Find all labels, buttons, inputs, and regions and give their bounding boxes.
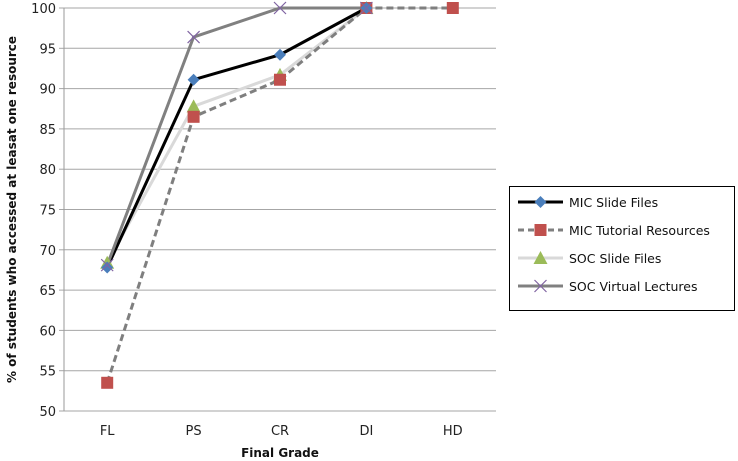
- y-axis-title: % of students who accessed at leasat one…: [5, 36, 19, 383]
- data-point: [273, 1, 287, 15]
- y-tick-label: 100: [31, 2, 56, 17]
- markers-soc-slide-files: [100, 1, 374, 269]
- data-point: [101, 376, 114, 389]
- legend-item: SOC Virtual Lectures: [518, 279, 698, 294]
- y-tick-label: 65: [39, 284, 56, 299]
- legend-label: SOC Slide Files: [569, 251, 661, 266]
- data-point: [187, 73, 200, 86]
- markers-soc-virtual-lectures: [100, 1, 373, 272]
- y-tick-label: 85: [39, 123, 56, 138]
- y-tick-label: 50: [39, 405, 56, 420]
- legend-marker: [534, 196, 547, 208]
- legend-label: SOC Virtual Lectures: [569, 279, 698, 294]
- y-tick-label: 55: [39, 365, 56, 380]
- y-tick-label: 75: [39, 204, 56, 219]
- data-point: [187, 110, 200, 123]
- x-axis-ticks: FL PS CR DI HD: [100, 424, 463, 439]
- data-point: [187, 30, 201, 44]
- x-tick-label: FL: [100, 424, 115, 439]
- y-tick-label: 90: [39, 83, 56, 98]
- x-tick-label: DI: [359, 424, 373, 439]
- markers-mic-slide-files: [101, 2, 373, 274]
- legend-marker: [533, 251, 548, 264]
- legend-marker: [534, 224, 547, 236]
- series-line: [105, 6, 368, 264]
- data-point: [359, 1, 373, 15]
- series-group: [100, 1, 459, 389]
- data-point: [274, 73, 286, 86]
- legend-item: SOC Slide Files: [518, 251, 661, 266]
- series-mic-tutorial-resources: [105, 6, 453, 384]
- x-axis-title: Final Grade: [241, 446, 319, 460]
- series-soc-slide-files: [105, 6, 368, 264]
- data-point: [100, 258, 114, 272]
- data-point: [186, 99, 201, 113]
- data-point: [446, 2, 459, 14]
- x-tick-label: CR: [271, 424, 289, 439]
- series-line: [105, 6, 367, 266]
- legend-label: MIC Slide Files: [569, 195, 658, 210]
- y-tick-label: 95: [39, 42, 56, 57]
- legend-label: MIC Tutorial Resources: [569, 223, 710, 238]
- y-tick-label: 70: [39, 244, 56, 259]
- legend-marker: [534, 279, 547, 293]
- series-line: [105, 6, 453, 384]
- x-tick-label: PS: [186, 424, 202, 439]
- y-tick-label: 60: [39, 324, 56, 339]
- legend: MIC Slide Files MIC Tutorial Resources SOC…: [509, 186, 735, 311]
- series-soc-virtual-lectures: [105, 6, 367, 266]
- legend-item: MIC Tutorial Resources: [518, 223, 710, 238]
- data-point: [274, 48, 286, 61]
- legend-box: [509, 186, 735, 311]
- y-tick-label: 80: [39, 163, 56, 178]
- y-axis-ticks: 50 55 60 65 70 75 80 85 90 95 100: [31, 2, 64, 420]
- series-line: [105, 6, 368, 269]
- legend-item: MIC Slide Files: [518, 195, 658, 210]
- data-point: [101, 261, 114, 274]
- series-mic-slide-files: [105, 6, 368, 269]
- x-tick-label: HD: [443, 424, 463, 439]
